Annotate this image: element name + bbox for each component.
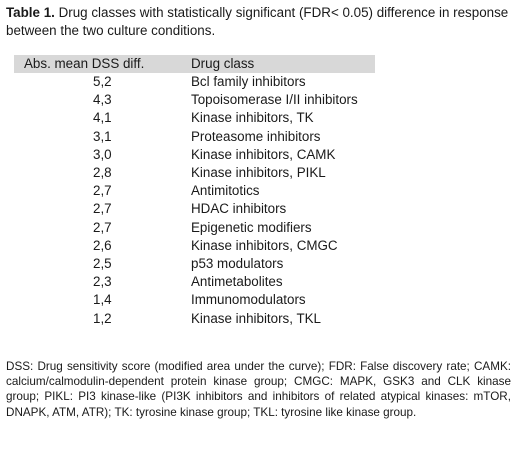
- row-dss-diff-value: 2,7: [93, 183, 112, 199]
- table-row: 1,2 Kinase inhibitors, TKL: [14, 310, 375, 328]
- row-dss-diff-value: 2,7: [93, 219, 112, 235]
- drug-class-table-container: Abs. mean DSS diff. Drug class 5,2 Bcl fa…: [14, 55, 375, 328]
- row-drug-class: Topoisomerase I/II inhibitors: [191, 92, 358, 108]
- row-drug-class: Bcl family inhibitors: [191, 74, 306, 89]
- table-row: 3,1 Proteasome inhibitors: [14, 128, 375, 146]
- table-row: 2,5 p53 modulators: [14, 255, 375, 273]
- row-drug-class: p53 modulators: [191, 256, 284, 272]
- header-abs-mean-dss-diff: Abs. mean DSS diff.: [24, 56, 145, 71]
- row-dss-diff-value: 2,3: [93, 274, 112, 290]
- table-header: Abs. mean DSS diff. Drug class: [14, 55, 375, 73]
- row-drug-class: Kinase inhibitors, CAMK: [191, 146, 336, 162]
- row-dss-diff-value: 3,0: [93, 146, 112, 162]
- row-drug-class: Kinase inhibitors, PIKL: [191, 165, 326, 181]
- header-row: Abs. mean DSS diff. Drug class: [14, 55, 375, 73]
- table-row: 2,7 HDAC inhibitors: [14, 200, 375, 218]
- table-caption: Table 1. Drug classes with statistically…: [6, 4, 511, 39]
- row-dss-diff-value: 2,6: [93, 237, 112, 253]
- table-row: 5,2 Bcl family inhibitors: [14, 73, 375, 91]
- row-dss-diff-value: 4,3: [93, 92, 112, 108]
- drug-class-table: Abs. mean DSS diff. Drug class 5,2 Bcl fa…: [14, 55, 375, 328]
- row-drug-class: Immunomodulators: [191, 292, 306, 308]
- table-body: 5,2 Bcl family inhibitors 4,3 Topoisomerase…: [14, 73, 375, 328]
- caption-text: Drug classes with statistically signific…: [6, 5, 509, 38]
- table-row: 4,1 Kinase inhibitors, TK: [14, 109, 375, 127]
- table-row: 2,7 Epigenetic modifiers: [14, 219, 375, 237]
- row-drug-class: Epigenetic modifiers: [191, 219, 312, 235]
- row-drug-class: Antimitotics: [191, 183, 260, 199]
- row-dss-diff-value: 4,1: [93, 110, 112, 126]
- table-row: 2,6 Kinase inhibitors, CMGC: [14, 237, 375, 255]
- caption-label: Table 1.: [6, 5, 55, 20]
- row-dss-diff-value: 1,2: [93, 310, 112, 326]
- header-drug-class: Drug class: [191, 56, 255, 71]
- row-drug-class: Kinase inhibitors, TKL: [191, 310, 322, 326]
- row-drug-class: Kinase inhibitors, TK: [191, 110, 314, 126]
- table-row: 2,8 Kinase inhibitors, PIKL: [14, 164, 375, 182]
- table-row: 2,3 Antimetabolites: [14, 273, 375, 291]
- row-drug-class: Proteasome inhibitors: [191, 128, 321, 144]
- row-drug-class: Antimetabolites: [191, 274, 283, 290]
- table-row: 2,7 Antimitotics: [14, 182, 375, 200]
- row-dss-diff-value: 2,7: [93, 201, 112, 217]
- table-row: 4,3 Topoisomerase I/II inhibitors: [14, 91, 375, 109]
- table-footnote: DSS: Drug sensitivity score (modified ar…: [6, 360, 511, 419]
- table-row: 3,0 Kinase inhibitors, CAMK: [14, 146, 375, 164]
- row-drug-class: HDAC inhibitors: [191, 201, 287, 217]
- row-dss-diff-value: 2,8: [93, 165, 112, 181]
- table-row: 1,4 Immunomodulators: [14, 291, 375, 309]
- row-dss-diff-value: 3,1: [93, 128, 112, 144]
- row-dss-diff-value: 2,5: [93, 256, 112, 272]
- row-dss-diff-value: 1,4: [93, 292, 112, 308]
- row-drug-class: Kinase inhibitors, CMGC: [191, 237, 338, 253]
- row-dss-diff-value: 5,2: [93, 74, 112, 89]
